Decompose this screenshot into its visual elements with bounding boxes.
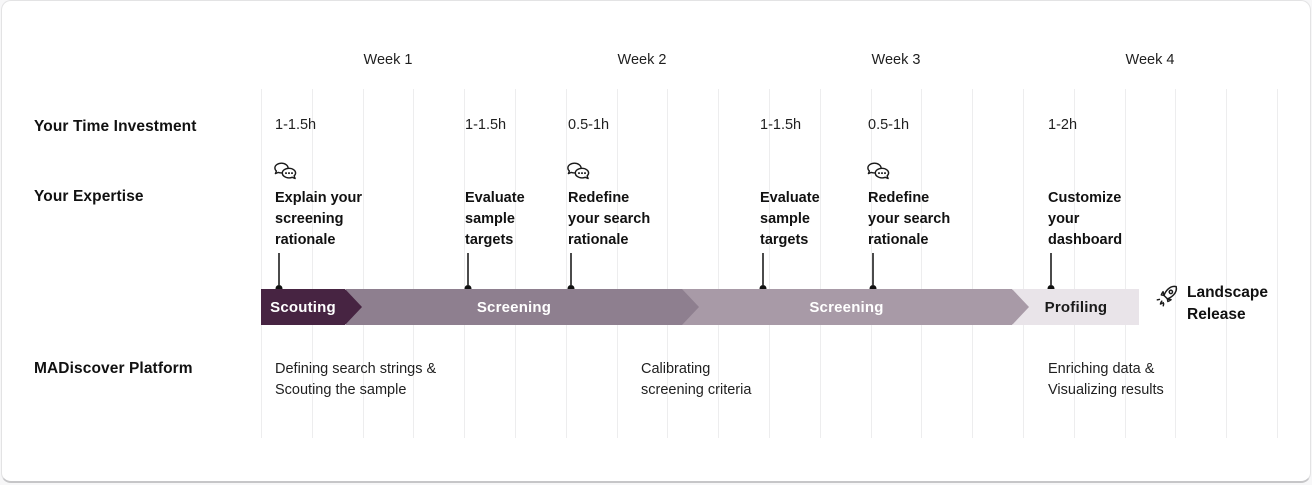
gridline	[1023, 89, 1024, 438]
task-label: Evaluate sample targets	[465, 190, 525, 248]
connector-line	[278, 253, 280, 285]
phase-bar-scouting: Scouting	[261, 289, 362, 325]
platform-note: Calibrating screening criteria	[641, 361, 752, 398]
rocket-icon	[1156, 285, 1178, 307]
connector-line	[1050, 253, 1052, 285]
gridline	[819, 89, 821, 438]
phase-bar-screening-2: Screening	[681, 289, 1029, 325]
connector-dot	[567, 285, 575, 292]
gridline	[311, 89, 313, 438]
gridline	[769, 89, 770, 438]
landscape-release-label: Landscape Release	[1187, 284, 1268, 323]
chat-bubbles-icon	[567, 162, 590, 180]
connector-line	[872, 253, 874, 285]
task-label: Redefine your search rationale	[568, 190, 651, 248]
connector-dot	[275, 285, 283, 292]
connector-line	[762, 253, 764, 285]
gridline	[1073, 89, 1075, 438]
time-value: 1-1.5h	[275, 117, 317, 133]
chat-bubbles-icon	[867, 162, 890, 180]
connector-dot	[1047, 285, 1055, 292]
connector-dot	[869, 285, 877, 292]
row-label-platform: MADiscover Platform	[34, 360, 193, 377]
gridline	[972, 89, 974, 438]
chat-bubbles-icon	[274, 162, 297, 180]
task-label: Redefine your search rationale	[868, 190, 951, 248]
gridline	[1124, 89, 1126, 438]
gridline	[464, 89, 466, 438]
week-1-label: Week 1	[363, 52, 413, 68]
row-label-time-investment: Your Time Investment	[34, 118, 197, 135]
phase-bar-profiling: Profiling	[1013, 289, 1139, 325]
task-label: Customize your dashboard	[1048, 190, 1123, 248]
gridline	[515, 89, 516, 438]
landscape-release: Landscape Release	[1154, 282, 1287, 326]
gridline	[616, 89, 618, 438]
gridline	[667, 89, 669, 438]
connector-dot	[464, 285, 472, 292]
gridline	[870, 89, 872, 438]
connector-dot	[759, 285, 767, 292]
connector-line	[570, 253, 572, 285]
task-label: Evaluate sample targets	[760, 190, 820, 248]
gridline	[261, 89, 262, 438]
gridline	[1175, 89, 1177, 438]
gridline	[413, 89, 415, 438]
gridline	[921, 89, 923, 438]
time-value: 1-1.5h	[760, 117, 802, 133]
time-value: 0.5-1h	[868, 117, 910, 133]
gridline	[718, 89, 720, 438]
week-2-label: Week 2	[617, 52, 667, 68]
time-value: 1-1.5h	[465, 117, 507, 133]
time-value: 1-2h	[1048, 117, 1078, 133]
connector-line	[467, 253, 469, 285]
week-4-label: Week 4	[1125, 52, 1175, 68]
gridline	[362, 89, 364, 438]
gridline	[1277, 89, 1278, 438]
platform-note: Enriching data & Visualizing results	[1048, 361, 1164, 398]
gridline	[565, 89, 567, 438]
week-3-label: Week 3	[871, 52, 921, 68]
task-label: Explain your screening rationale	[275, 190, 363, 248]
platform-note: Defining search strings & Scouting the s…	[275, 361, 437, 398]
phase-bar-screening-1: Screening	[346, 289, 699, 325]
row-label-expertise: Your Expertise	[34, 188, 144, 205]
gridline	[1226, 89, 1228, 438]
time-value: 0.5-1h	[568, 117, 610, 133]
